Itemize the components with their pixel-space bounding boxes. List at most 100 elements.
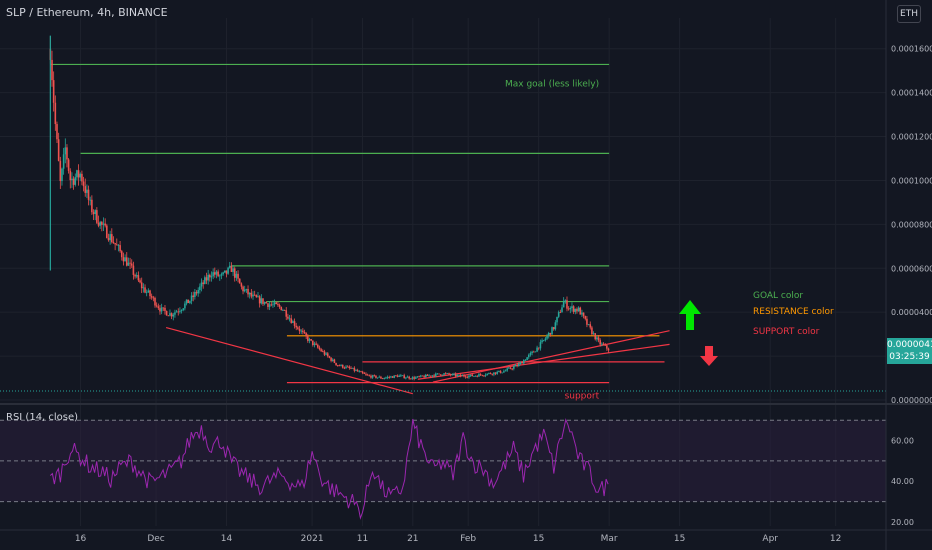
rsi-line <box>49 418 609 520</box>
candle-body <box>247 289 249 295</box>
candle-body <box>532 351 535 353</box>
candle-body <box>227 267 229 274</box>
candle-body <box>84 186 87 193</box>
candle-body <box>375 375 377 378</box>
candle-body <box>453 373 455 375</box>
x-tick-label: 11 <box>357 534 368 544</box>
candle-body <box>167 315 170 317</box>
candle-body <box>185 299 188 304</box>
candle-body <box>441 374 444 376</box>
candle-body <box>589 324 592 328</box>
candle-body <box>184 303 186 309</box>
candle-body <box>522 360 525 364</box>
annotations: GOAL color RESISTANCE color SUPPORT color <box>679 291 834 366</box>
candle-body <box>356 370 359 372</box>
candle-body <box>531 351 533 354</box>
candle-body <box>140 282 143 289</box>
candle-body <box>56 124 58 140</box>
candle-body <box>134 274 136 277</box>
candle-body <box>536 347 538 352</box>
candle-body <box>383 378 386 379</box>
candle-body <box>174 312 176 315</box>
candle-body <box>504 370 507 372</box>
candle-body <box>265 302 268 304</box>
candle-body <box>258 296 261 304</box>
y-tick-label: 0.00000000 <box>891 396 932 405</box>
candle-body <box>423 376 425 378</box>
candle-body <box>298 328 301 332</box>
candle-body <box>245 289 248 290</box>
rsi-tick-label: 60.00 <box>891 437 914 446</box>
candle-body <box>214 272 216 275</box>
candle-body <box>478 374 480 377</box>
candle-body <box>122 257 125 262</box>
candle-body <box>481 374 484 376</box>
candle-body <box>308 339 311 341</box>
candle-body <box>586 318 588 325</box>
candle-body <box>433 375 435 377</box>
candle-body <box>288 318 291 320</box>
x-tick-label: Mar <box>601 534 618 544</box>
candle-body <box>101 221 103 225</box>
candle-body <box>494 372 497 374</box>
candle-body <box>91 199 93 213</box>
trendline <box>165 327 413 395</box>
candle-body <box>358 371 361 373</box>
candle-body <box>403 375 405 379</box>
candle-body <box>248 292 251 295</box>
candle-body <box>205 277 208 281</box>
candle-body <box>518 363 520 366</box>
candle-body <box>405 377 407 379</box>
candle-body <box>238 278 241 284</box>
candle-body <box>99 221 101 226</box>
candle-body <box>71 178 73 181</box>
candle-body <box>160 307 163 312</box>
candle-body <box>330 357 332 361</box>
candle-body <box>157 306 160 309</box>
candle-body <box>331 359 334 361</box>
candle-body <box>606 345 608 349</box>
candle-body <box>489 372 492 374</box>
rsi-title[interactable]: RSI (14, close) <box>6 412 79 423</box>
candle-body <box>59 160 62 182</box>
candle-body <box>115 244 118 246</box>
candle-body <box>315 343 317 345</box>
currency-badge[interactable]: ETH <box>897 5 921 23</box>
candle-body <box>363 373 366 374</box>
candle-body <box>514 365 517 367</box>
candle-body <box>353 367 356 371</box>
candle-body <box>250 292 253 297</box>
candle-body <box>172 314 175 317</box>
candle-body <box>200 282 203 287</box>
candle-body <box>436 373 439 375</box>
candle-body <box>446 373 449 375</box>
candle-body <box>312 340 314 345</box>
candle-body <box>434 373 437 377</box>
candle-body <box>493 372 495 375</box>
candle-body <box>444 373 447 375</box>
candle-body <box>576 308 578 312</box>
candle-body <box>346 366 349 368</box>
candle-body <box>164 307 166 312</box>
candle-body <box>61 168 63 182</box>
candle-body <box>182 308 185 311</box>
candle-body <box>179 311 181 312</box>
candle-body <box>290 318 293 323</box>
candle-body <box>449 374 452 376</box>
candle-body <box>72 178 75 185</box>
candle-body <box>503 371 505 373</box>
candle-body <box>127 262 130 266</box>
candle-body <box>562 301 565 308</box>
candle-body <box>594 333 597 340</box>
candle-body <box>529 353 532 355</box>
rsi-series <box>49 418 609 520</box>
level-label: Max goal (less likely) <box>505 79 599 89</box>
candle-body <box>438 373 440 375</box>
last-price-badge: 0.00000411 03:25:39 <box>887 338 932 364</box>
candle-body <box>207 274 209 281</box>
candle-body <box>421 375 424 377</box>
candle-body <box>222 272 224 275</box>
candle-body <box>272 304 274 306</box>
candle-body <box>527 354 530 358</box>
